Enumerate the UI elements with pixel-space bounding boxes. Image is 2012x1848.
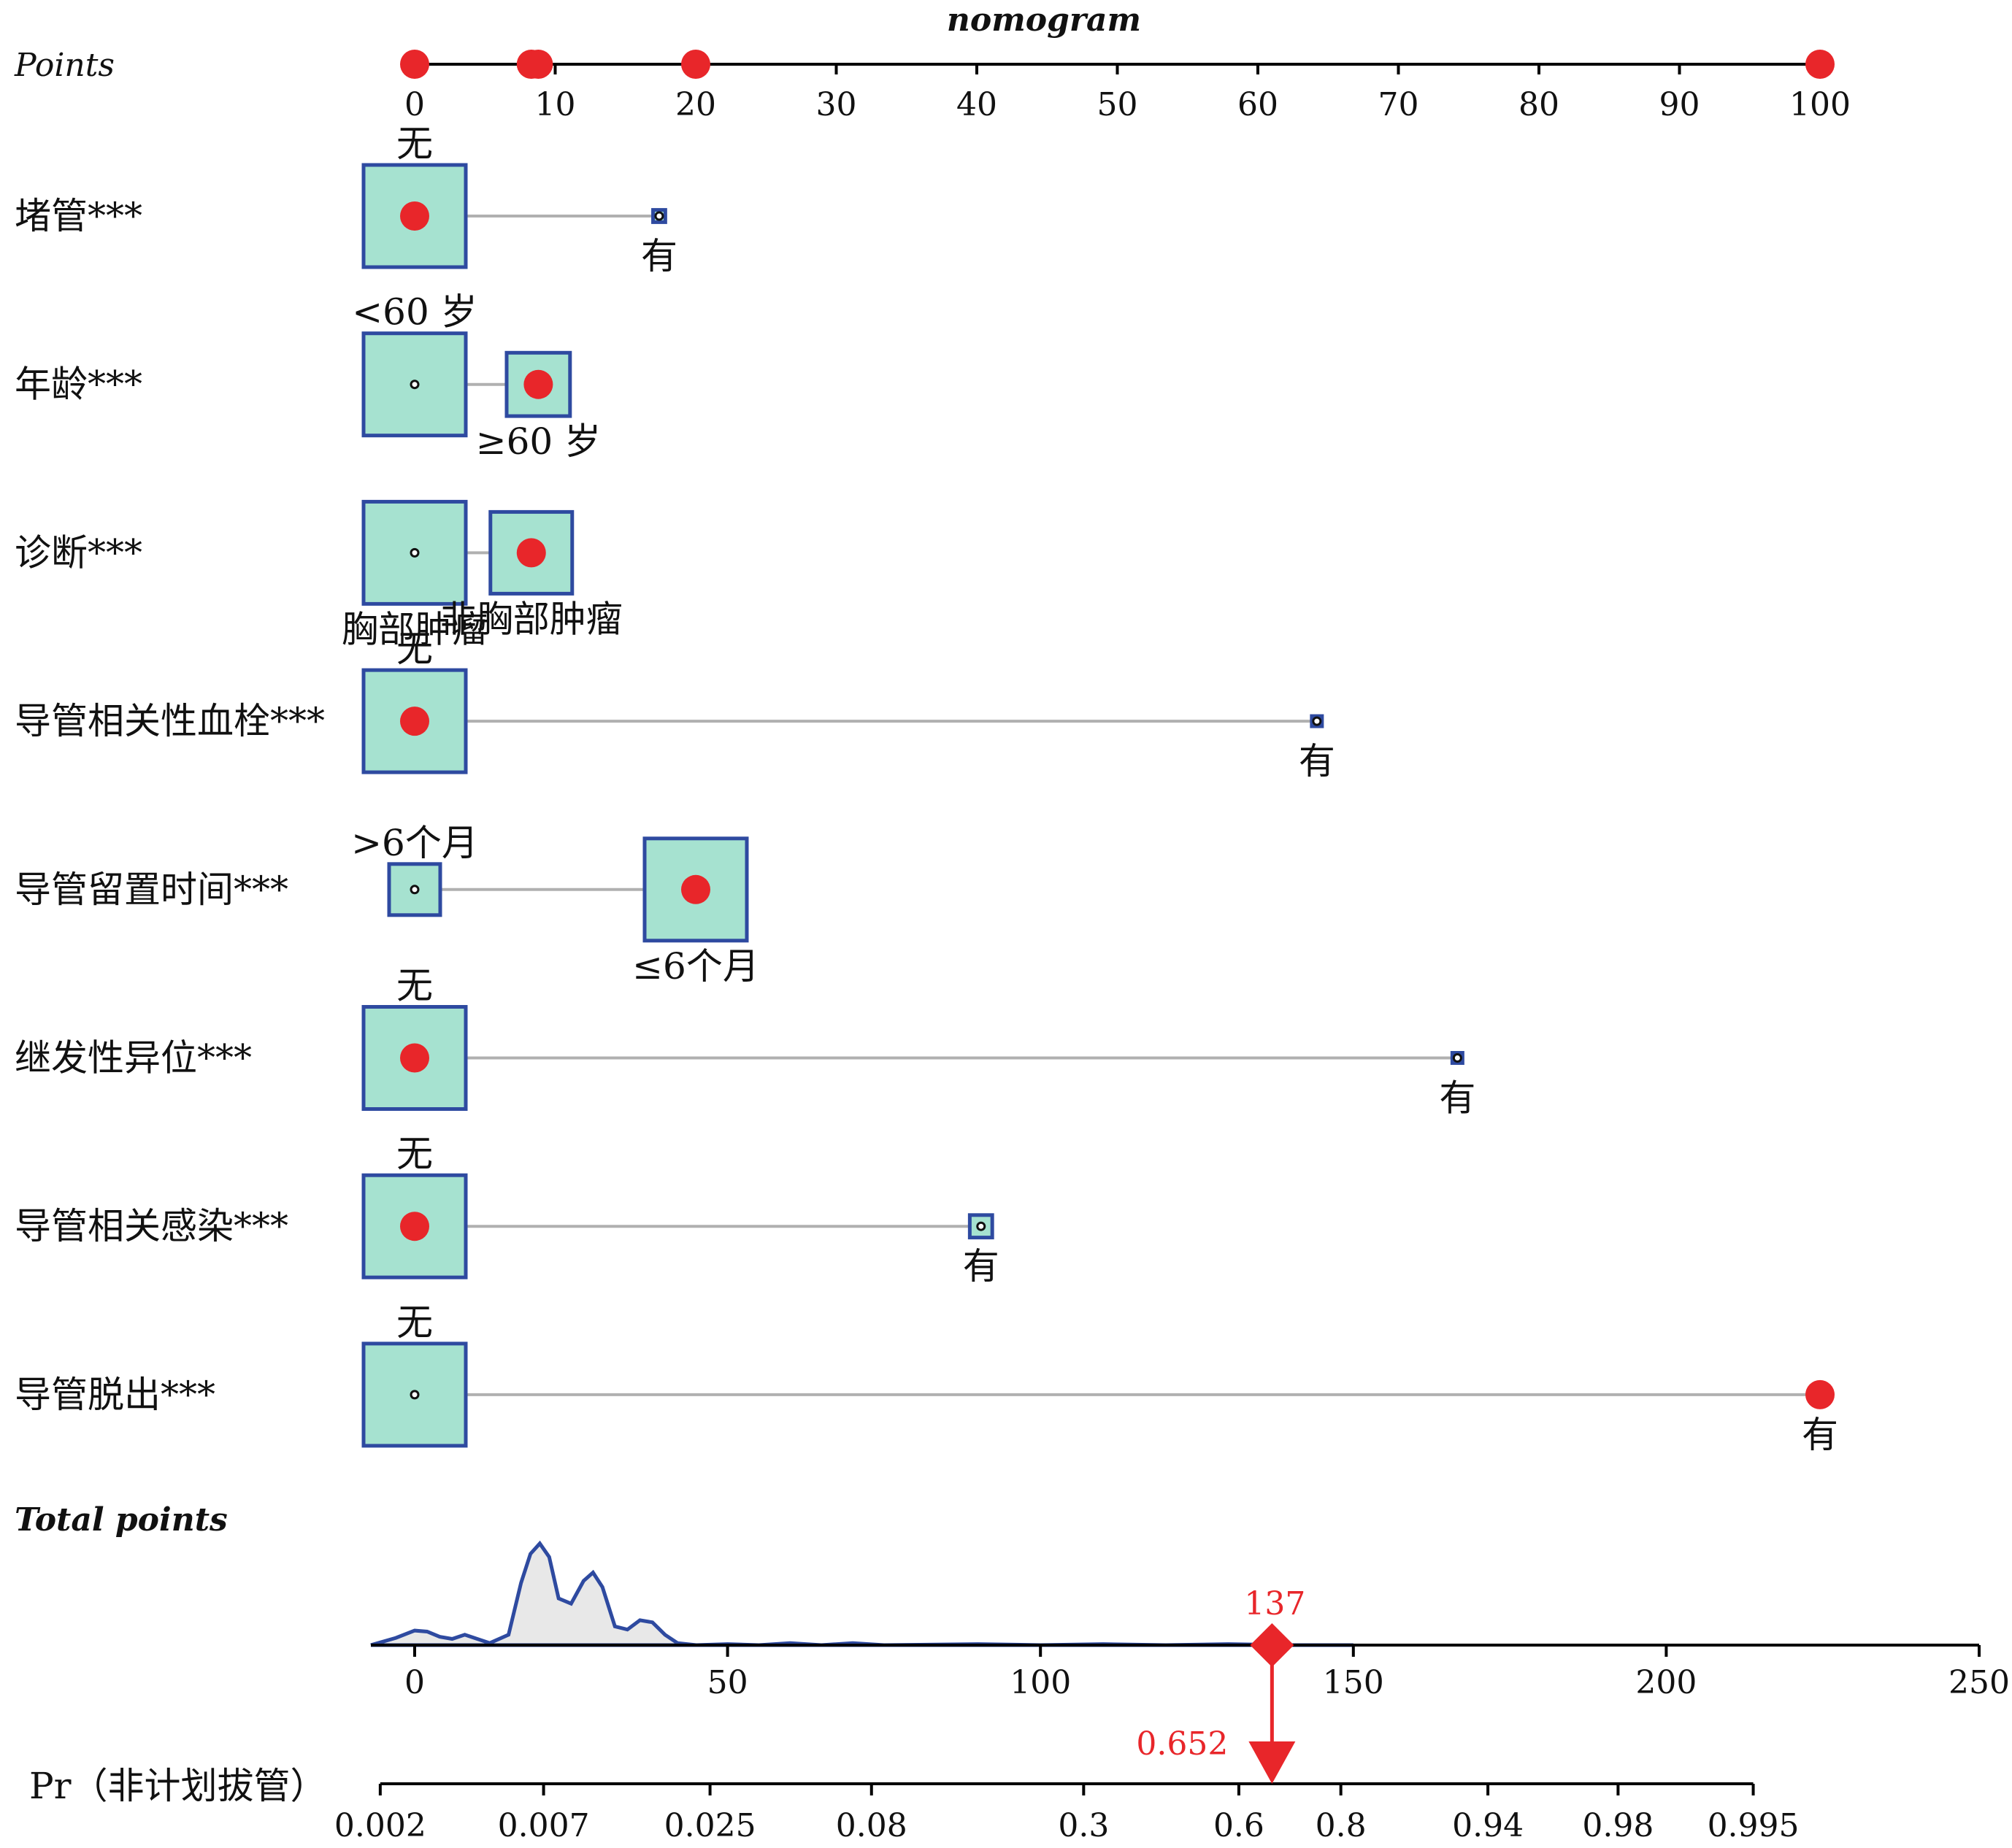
probability-tick-label: 0.3 — [1058, 1807, 1109, 1844]
level-label: 非胸部肿瘤 — [440, 598, 623, 640]
level-label: 有 — [963, 1245, 999, 1287]
points-tick-label: 50 — [1097, 86, 1138, 123]
probability-tick-label: 0.08 — [836, 1807, 907, 1844]
variable-label: 导管相关性血栓*** — [15, 700, 325, 742]
level-label: <60 岁 — [352, 291, 477, 334]
level-point — [976, 1221, 986, 1231]
points-axis-label: Points — [14, 47, 115, 84]
level-box — [387, 862, 442, 917]
points-tick-label: 80 — [1518, 86, 1559, 123]
probability-tick-label: 0.002 — [334, 1807, 426, 1844]
total-points-tick-label: 50 — [707, 1664, 748, 1701]
density-curve — [370, 1540, 1354, 1647]
points-tick-label: 70 — [1378, 86, 1419, 123]
level-label: ≤6个月 — [632, 945, 759, 987]
total-points-tick-label: 0 — [404, 1664, 425, 1701]
points-tick-label: 40 — [956, 86, 997, 123]
level-label: 无 — [396, 628, 433, 670]
variable-label: 导管相关感染*** — [15, 1205, 288, 1247]
probability-axis-label: Pr（非计划拔管） — [29, 1765, 327, 1807]
variable-label: 导管脱出*** — [15, 1374, 215, 1416]
points-axis-row: Points 0 10 20 30 40 50 60 70 80 90 100 — [14, 47, 1851, 123]
selected-marker — [400, 1043, 429, 1073]
total-points-value-label: 137 — [1244, 1585, 1305, 1622]
variable-label: 导管留置时间*** — [15, 869, 288, 911]
probability-tick-label: 0.995 — [1708, 1807, 1800, 1844]
probability-value-label: 0.652 — [1136, 1725, 1228, 1763]
level-label: 胸部肿瘤 — [342, 608, 488, 650]
total-points-row: Total points 0 50 100 150 200 250 137 — [15, 1501, 2010, 1755]
selected-marker — [1805, 1379, 1835, 1409]
probability-tick-label: 0.007 — [498, 1807, 590, 1844]
probability-tick-label: 0.98 — [1582, 1807, 1654, 1844]
total-points-tick-label: 250 — [1948, 1664, 2010, 1701]
total-points-tick-label: 100 — [1010, 1664, 1071, 1701]
level-label: 有 — [1439, 1077, 1475, 1120]
level-box — [488, 509, 575, 596]
total-points-label: Total points — [15, 1501, 228, 1539]
points-tick-label: 30 — [816, 86, 857, 123]
probability-tick-label: 0.6 — [1213, 1807, 1264, 1844]
level-label: ≥60 岁 — [476, 420, 601, 463]
points-marker — [681, 50, 710, 79]
probability-row: Pr（非计划拔管）0.002 0.007 0.025 0.08 0.3 0.6 0.8 0.9… — [29, 1725, 1800, 1844]
variable-label: 继发性异位*** — [15, 1037, 252, 1079]
level-point — [1452, 1053, 1462, 1063]
points-tick-label: 20 — [675, 86, 716, 123]
level-point — [654, 211, 664, 221]
probability-arrowhead — [1248, 1741, 1296, 1784]
variable-row: 导管相关感染*** 无有 — [15, 1133, 999, 1287]
probability-tick-label: 0.025 — [664, 1807, 756, 1844]
variable-label: 诊断*** — [15, 531, 142, 574]
variable-label: 年龄*** — [15, 363, 142, 406]
variable-row: 导管相关性血栓*** 无有 — [15, 628, 1335, 782]
probability-tick-label: 0.94 — [1452, 1807, 1524, 1844]
level-label: 无 — [396, 123, 433, 165]
points-tick-label: 60 — [1237, 86, 1278, 123]
selected-marker — [681, 874, 710, 904]
variable-row: 导管留置时间*** >6个月 ≤6个月 — [15, 822, 759, 987]
level-point — [410, 1390, 420, 1400]
total-points-tick-label: 200 — [1635, 1664, 1697, 1701]
selected-marker — [400, 1212, 429, 1241]
selected-marker — [400, 201, 429, 231]
probability-tick-label: 0.8 — [1316, 1807, 1367, 1844]
selected-marker — [516, 538, 546, 568]
level-label: 有 — [1802, 1414, 1838, 1456]
points-tick-label: 10 — [535, 86, 576, 123]
variable-row: 堵管*** 无有 — [15, 123, 677, 277]
points-marker — [1805, 50, 1835, 79]
level-label: 有 — [641, 235, 677, 277]
variable-row: 导管脱出*** 无有 — [15, 1301, 1838, 1456]
level-box — [967, 1213, 994, 1240]
level-label: 无 — [396, 965, 433, 1007]
level-label: >6个月 — [351, 822, 478, 864]
level-label: 有 — [1299, 740, 1335, 782]
points-marker — [523, 50, 553, 79]
level-point — [410, 885, 420, 895]
level-point — [1312, 716, 1322, 726]
points-marker — [400, 50, 429, 79]
points-tick-label: 100 — [1789, 86, 1851, 123]
level-point — [410, 380, 420, 390]
level-label: 无 — [396, 1301, 433, 1344]
variable-row: 继发性异位*** 无有 — [15, 965, 1475, 1120]
level-point — [410, 547, 420, 558]
total-points-tick-label: 150 — [1323, 1664, 1384, 1701]
chart-title: nomogram — [947, 1, 1141, 39]
variable-label: 堵管*** — [15, 195, 142, 237]
points-tick-label: 0 — [404, 86, 425, 123]
level-label: 无 — [396, 1133, 433, 1175]
variable-row: 年龄*** <60 岁 ≥60 岁 — [15, 291, 601, 463]
selected-marker — [400, 707, 429, 736]
points-tick-label: 90 — [1659, 86, 1700, 123]
level-box — [361, 499, 468, 606]
selected-marker — [523, 369, 553, 399]
total-points-marker — [1250, 1623, 1294, 1667]
